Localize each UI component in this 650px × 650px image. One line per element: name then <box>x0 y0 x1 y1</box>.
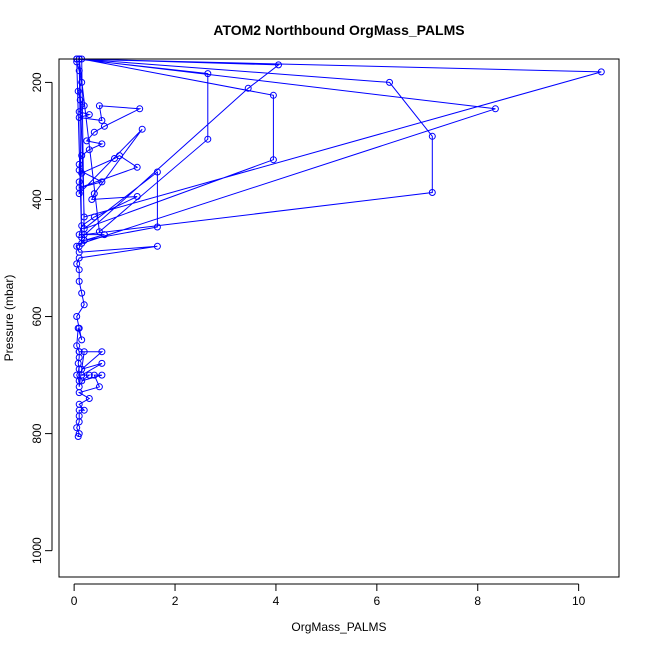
data-point <box>75 277 83 285</box>
data-point <box>98 178 106 186</box>
y-tick-label: 200 <box>30 72 44 92</box>
data-point <box>153 168 161 176</box>
data-point <box>90 128 98 136</box>
y-axis: 200 400 600 800 1000 <box>30 72 53 564</box>
data-point <box>74 87 82 95</box>
data-point <box>133 163 141 171</box>
data-point <box>80 301 88 309</box>
data-point <box>80 213 88 221</box>
data-point <box>275 61 282 69</box>
data-point <box>138 125 146 133</box>
data-point <box>80 406 88 414</box>
data-point <box>75 389 83 397</box>
data-point <box>73 424 81 432</box>
data-point <box>95 102 103 110</box>
data-point <box>78 169 86 177</box>
data-point <box>136 105 144 113</box>
data-point <box>269 91 277 99</box>
x-tick-label: 6 <box>373 594 380 608</box>
data-point <box>428 132 436 140</box>
data-point <box>95 228 103 236</box>
data-point <box>78 377 86 385</box>
x-tick-label: 8 <box>474 594 481 608</box>
data-point <box>100 122 108 130</box>
y-axis-label: Pressure (mbar) <box>2 275 16 362</box>
data-point <box>73 260 81 268</box>
y-tick-label: 1000 <box>30 537 44 564</box>
data-point <box>597 68 605 76</box>
data-point <box>75 190 83 198</box>
series-line <box>76 61 158 437</box>
x-tick-label: 4 <box>273 594 280 608</box>
data-point <box>386 78 393 86</box>
data-point <box>98 348 106 356</box>
x-axis-label: OrgMass_PALMS <box>291 620 386 634</box>
data-point <box>74 324 82 332</box>
data-point <box>116 152 123 160</box>
data-point <box>85 395 93 402</box>
y-tick-label: 600 <box>30 306 44 326</box>
data-point <box>95 383 103 391</box>
data-point <box>73 313 81 320</box>
x-axis: 0 2 4 6 8 10 <box>71 583 586 608</box>
y-tick-label: 800 <box>30 423 44 443</box>
data-point <box>75 365 83 373</box>
data-point <box>75 254 83 262</box>
data-point <box>75 178 83 186</box>
data-point <box>78 336 86 344</box>
data-point <box>88 196 96 203</box>
x-tick-label: 0 <box>71 594 78 608</box>
data-point <box>269 156 277 164</box>
data-point <box>111 155 118 162</box>
data-point <box>75 430 83 438</box>
data-point <box>73 371 81 379</box>
data-point <box>83 137 91 145</box>
y-tick-label: 400 <box>30 189 44 209</box>
data-point <box>491 105 499 113</box>
data-point <box>98 117 106 124</box>
plot-area <box>73 55 605 440</box>
data-point <box>80 236 88 244</box>
x-tick-label: 2 <box>172 594 179 608</box>
data-point <box>75 242 83 250</box>
chart-title: ATOM2 Northbound OrgMass_PALMS <box>213 22 464 38</box>
data-point <box>85 371 93 379</box>
data-point <box>204 70 212 78</box>
data-point <box>153 223 161 231</box>
data-point <box>85 111 93 119</box>
data-point <box>204 135 212 143</box>
data-point <box>78 289 86 297</box>
data-point <box>153 242 161 250</box>
plot-frame <box>58 58 620 578</box>
series-line <box>76 58 602 247</box>
x-tick-label: 10 <box>572 594 586 608</box>
data-point <box>75 266 83 274</box>
data-point <box>244 84 252 92</box>
data-point <box>74 433 82 440</box>
data-point <box>428 189 436 196</box>
data-point <box>90 371 98 379</box>
data-point <box>73 342 81 350</box>
data-point <box>98 140 106 148</box>
data-point <box>75 348 83 356</box>
data-point <box>80 348 88 356</box>
data-point <box>98 359 106 367</box>
data-point <box>80 225 88 233</box>
data-point <box>98 371 106 379</box>
data-point <box>75 418 83 426</box>
